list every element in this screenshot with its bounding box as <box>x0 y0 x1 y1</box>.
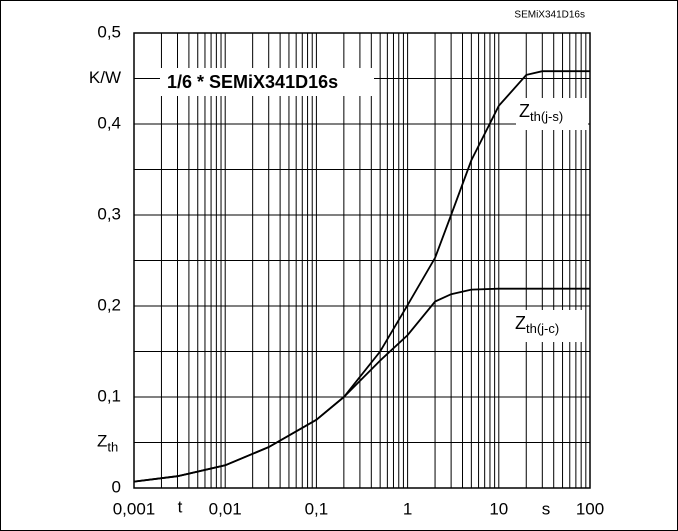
title-box <box>160 68 374 96</box>
series-label-box <box>516 98 588 130</box>
y-axis-label: Zth <box>97 432 118 455</box>
y-tick-label: 0,3 <box>97 204 121 223</box>
x-tick-label: 1 <box>403 499 412 518</box>
line-series <box>133 287 590 483</box>
y-label-sub: th <box>107 440 118 455</box>
y-tick-label: 0,1 <box>97 386 121 405</box>
x-tick-label: 0,1 <box>305 499 329 518</box>
corner-label: SEMiX341D16s <box>514 10 585 21</box>
y-tick-label: 0,4 <box>97 113 121 132</box>
x-axis-label: t <box>178 497 183 516</box>
y-label-main: Z <box>97 432 107 451</box>
x-tick-label: 0,01 <box>209 499 242 518</box>
series-label: Zth(j-s) <box>519 101 563 125</box>
series-label-sub: th(j-s) <box>530 109 563 124</box>
y-unit-label: K/W <box>89 68 121 87</box>
y-tick-label: 0,5 <box>97 22 121 41</box>
plot-border <box>133 32 591 489</box>
chart-title: 1/6 * SEMiX341D16s <box>167 72 338 92</box>
x-tick-label: 100 <box>576 499 604 518</box>
series-label: Zth(j-c) <box>515 313 559 337</box>
series-label-box <box>512 310 584 342</box>
x-tick-label: 0,001 <box>113 499 156 518</box>
x-unit-label: s <box>542 499 551 518</box>
series-label-sub: th(j-c) <box>526 321 559 336</box>
x-tick-label: 10 <box>489 499 508 518</box>
series-label-main: Z <box>515 313 526 333</box>
y-tick-label: 0 <box>112 477 121 496</box>
series-label-main: Z <box>519 101 530 121</box>
y-tick-label: 0,2 <box>97 295 121 314</box>
